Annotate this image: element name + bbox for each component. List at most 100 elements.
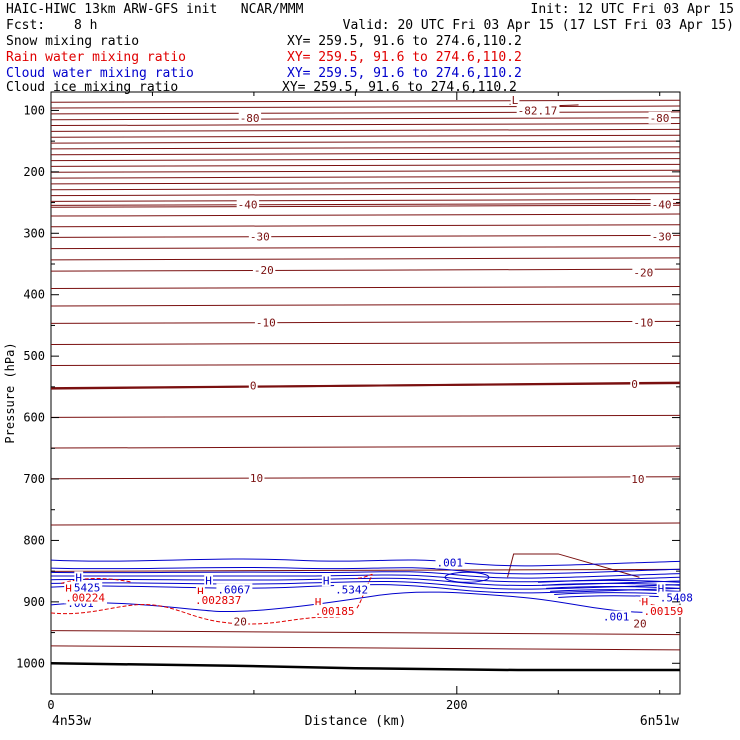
cloud-water-contour bbox=[50, 571, 681, 579]
isotherm-label: 10 bbox=[631, 473, 644, 486]
isotherm-label: 0 bbox=[250, 380, 257, 393]
cloud-water-cell bbox=[444, 571, 490, 583]
label-knockout bbox=[248, 471, 265, 484]
field-name-cloud-ice: Cloud ice mixing ratio bbox=[6, 80, 179, 95]
isotherm-line bbox=[50, 630, 681, 636]
isotherm-line bbox=[50, 522, 681, 526]
isotherm-line bbox=[50, 152, 681, 156]
label-knockout bbox=[640, 595, 650, 608]
y-tick-label: 500 bbox=[23, 349, 45, 363]
isotherm-label: 0 bbox=[631, 378, 638, 391]
isotherm-line bbox=[50, 234, 681, 238]
y-tick-label: 600 bbox=[23, 411, 45, 425]
cloud-water-label: .6067 bbox=[217, 584, 250, 597]
isotherm-line bbox=[50, 202, 681, 206]
cloud-water-label: H bbox=[75, 571, 82, 584]
cloud-water-outline bbox=[50, 591, 681, 614]
header-fcst-value: 8 h bbox=[74, 18, 98, 33]
isotherm-line bbox=[50, 128, 681, 132]
field-name-snow: Snow mixing ratio bbox=[6, 34, 140, 49]
label-knockout bbox=[632, 617, 648, 630]
label-knockout bbox=[650, 230, 673, 243]
label-knockout bbox=[632, 316, 655, 329]
cloud-water-contour bbox=[50, 566, 681, 575]
label-knockout bbox=[248, 379, 258, 392]
isotherm-line bbox=[50, 146, 681, 150]
isotherm-line bbox=[50, 198, 681, 202]
label-knockout bbox=[658, 591, 695, 604]
rain-water-label: H bbox=[65, 582, 72, 595]
isotherm-label: -10 bbox=[256, 316, 276, 329]
rain-water-label: H bbox=[197, 585, 204, 598]
isotherm-label: -20 bbox=[254, 264, 274, 277]
isotherm-line bbox=[50, 286, 681, 290]
field-xy-cloud-water: XY= 259.5, 91.6 to 274.6,110.2 bbox=[287, 66, 522, 81]
label-knockout bbox=[334, 583, 371, 596]
x-end-label: 6n51w bbox=[640, 714, 679, 729]
terrain-surface bbox=[50, 662, 680, 672]
label-knockout bbox=[648, 111, 671, 124]
label-knockout bbox=[216, 583, 253, 596]
rain-water-label: .00159 bbox=[643, 605, 683, 618]
label-knockout bbox=[238, 111, 262, 124]
isotherm-label: -30 bbox=[652, 230, 672, 243]
isotherm-line bbox=[50, 175, 681, 179]
field-name-rain: Rain water mixing ratio bbox=[6, 50, 187, 65]
cloud-water-label: H bbox=[205, 574, 212, 587]
isotherm-label: 10 bbox=[250, 472, 263, 485]
cloud-water-label: H bbox=[323, 574, 330, 587]
isotherm-line bbox=[50, 257, 681, 261]
header-init: Init: 12 UTC Fri 03 Apr 15 bbox=[530, 2, 735, 17]
label-knockout bbox=[236, 198, 260, 211]
label-knockout bbox=[650, 198, 673, 211]
label-knockout bbox=[642, 605, 686, 618]
isotherm-line bbox=[50, 320, 681, 324]
y-tick-label: 700 bbox=[23, 472, 45, 486]
label-knockout bbox=[313, 605, 357, 618]
x-tick-label: 0 bbox=[47, 698, 54, 712]
isotherm-line bbox=[50, 117, 681, 121]
label-knockout bbox=[66, 581, 103, 594]
rain-water-label: .00224 bbox=[65, 592, 105, 605]
y-tick-label: 800 bbox=[23, 533, 45, 547]
label-knockout bbox=[632, 266, 655, 279]
isotherm-label: -80 bbox=[650, 112, 670, 125]
y-tick-label: 300 bbox=[23, 226, 45, 240]
label-knockout bbox=[232, 615, 249, 628]
label-knockout bbox=[321, 574, 331, 587]
label-knockout bbox=[656, 582, 666, 595]
label-knockout bbox=[252, 264, 276, 277]
isotherm-label: -10 bbox=[633, 316, 653, 329]
isotherm-line bbox=[50, 111, 681, 115]
header-valid: Valid: 20 UTC Fri 03 Apr 15 (17 LST Fri … bbox=[342, 18, 734, 33]
isotherm-label: -40 bbox=[238, 198, 258, 211]
label-knockout bbox=[64, 591, 108, 604]
header-title: HAIC-HIWC 13km ARW-GFS init NCAR/MMM bbox=[6, 2, 304, 17]
label-knockout bbox=[435, 556, 465, 569]
contour-labels: -80 -80 -40 -40 -30 -30 -20 -20 -10 -10 0 0 10 10 20 20… bbox=[64, 93, 695, 630]
rain-water-label: .002837 bbox=[195, 594, 241, 607]
y-tick-label: 1000 bbox=[16, 656, 45, 670]
temperature-contours bbox=[50, 99, 681, 651]
isotherm-line bbox=[50, 204, 681, 208]
x-tick-label: 200 bbox=[446, 698, 468, 712]
low-label: L bbox=[512, 94, 519, 107]
cloud-water-contours bbox=[50, 558, 681, 614]
isotherm-label: 20 bbox=[633, 617, 646, 630]
y-tick-label: 400 bbox=[23, 288, 45, 302]
label-knockout bbox=[516, 104, 560, 117]
isotherm-line bbox=[50, 213, 681, 217]
isotherm-line bbox=[50, 158, 681, 162]
cloud-water-contour bbox=[50, 584, 681, 594]
isotherm-label: -20 bbox=[633, 267, 653, 280]
plot-frame bbox=[50, 91, 681, 695]
cloud-water-label: .5342 bbox=[335, 584, 368, 597]
x-axis-title: Distance (km) bbox=[305, 714, 407, 729]
y-tick-label: 900 bbox=[23, 595, 45, 609]
isotherm-line bbox=[50, 105, 681, 109]
isotherm-line bbox=[50, 99, 681, 103]
y-axis-title: Pressure (hPa) bbox=[3, 342, 17, 443]
isotherm-line bbox=[50, 476, 681, 480]
label-knockout bbox=[64, 582, 74, 595]
